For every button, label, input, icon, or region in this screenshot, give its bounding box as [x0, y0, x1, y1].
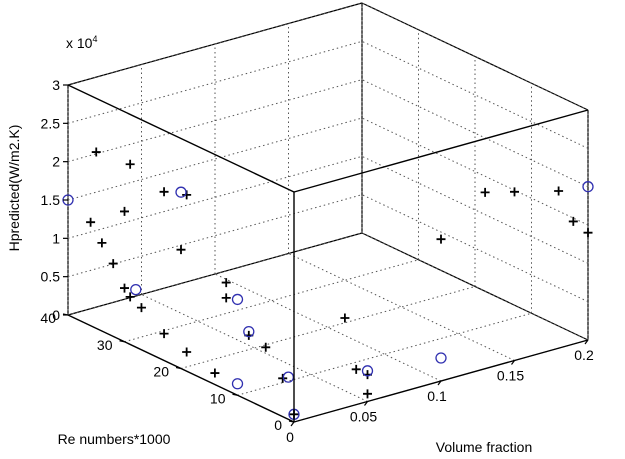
exponent-label: x 104 — [66, 34, 97, 51]
box-front-edge — [293, 109, 589, 193]
z-axis-label: Hpredicted(W/m2.K) — [6, 125, 22, 252]
z-tick-label: 1.5 — [41, 192, 61, 208]
y-tick — [175, 366, 182, 370]
data-point-plus — [91, 147, 101, 157]
grid-line — [67, 2, 363, 86]
data-point-plus — [176, 245, 186, 255]
data-point-plus — [278, 373, 288, 383]
x-tick — [364, 401, 368, 406]
x-tick — [290, 421, 295, 427]
grid-line — [67, 232, 363, 316]
data-point-circle — [231, 293, 244, 306]
x-axis-label: Volume fraction — [436, 439, 533, 455]
z-tick-label: 0.5 — [41, 269, 61, 285]
x-tick — [584, 339, 589, 345]
data-point-plus — [108, 259, 118, 269]
grid-line — [361, 194, 589, 303]
grid-line — [67, 155, 363, 239]
data-point-plus — [210, 368, 220, 378]
y-tick-label: 10 — [210, 390, 226, 406]
z-tick-label: 2.5 — [41, 115, 61, 131]
data-point-plus — [221, 278, 231, 288]
data-point-plus — [182, 347, 192, 357]
box-front — [62, 84, 589, 427]
grid-line — [237, 312, 532, 396]
grid-line — [180, 286, 476, 369]
z-tick-label: 3 — [52, 77, 60, 93]
grid-lines — [67, 2, 589, 423]
data-point-plus — [436, 234, 446, 244]
y-tick — [232, 393, 238, 396]
x-tick-label: 0.1 — [427, 388, 447, 404]
data-point-plus — [510, 187, 519, 197]
box-back — [67, 2, 589, 341]
data-point-plus — [182, 190, 192, 200]
grid-line — [288, 253, 515, 361]
grid-line — [361, 155, 589, 264]
grid-line — [361, 79, 589, 188]
data-point-plus — [159, 187, 169, 197]
grid-line — [124, 259, 419, 343]
box-front-edge — [67, 84, 295, 193]
data-point-plus — [125, 159, 135, 169]
data-point-plus — [340, 313, 350, 323]
grid-line — [141, 294, 368, 402]
data-point-plus — [351, 364, 361, 374]
data-point-circle — [282, 371, 295, 383]
x-tick — [437, 380, 442, 386]
data-point-plus — [136, 303, 146, 313]
data-point-plus — [363, 389, 372, 399]
y-tick-label: 0 — [274, 417, 282, 433]
grid-line — [67, 117, 363, 201]
data-point-circle — [361, 365, 374, 377]
grid-line — [67, 40, 363, 124]
z-tick-label: 2 — [52, 154, 60, 170]
data-point-plus — [97, 238, 107, 248]
y-tick-label: 40 — [40, 310, 56, 326]
exponent-power: 4 — [92, 34, 97, 44]
data-point-plus — [221, 293, 231, 303]
data-point-circle — [175, 186, 187, 198]
data-point-circle — [243, 325, 255, 338]
data-point-plus — [583, 228, 593, 238]
y-tick — [119, 340, 125, 343]
y-tick-label: 20 — [153, 364, 169, 380]
data-point-plus — [568, 216, 578, 226]
x-tick-label: 0 — [286, 429, 294, 445]
data-point-plus — [554, 186, 564, 196]
data-point-plus — [120, 283, 129, 293]
data-point-plus — [261, 342, 271, 352]
data-point-circle — [435, 352, 447, 364]
data-point-plus — [120, 206, 129, 216]
x-tick-label: 0.05 — [350, 409, 377, 425]
y-axis-label: Re numbers*1000 — [58, 431, 171, 447]
x-tick-label: 0.2 — [574, 347, 594, 363]
grid-line — [361, 2, 589, 111]
grid-line — [361, 232, 589, 341]
data-point-circle — [582, 181, 594, 193]
z-tick-label: 1 — [52, 230, 60, 246]
x-tick — [511, 360, 515, 365]
grid-line — [361, 117, 589, 226]
data-point-plus — [159, 329, 169, 339]
y-tick-label: 30 — [97, 337, 113, 353]
grid-line — [361, 40, 589, 149]
grid-line — [67, 79, 363, 163]
data-point-plus — [86, 217, 96, 227]
data-point-plus — [125, 292, 135, 302]
data-point-circle — [130, 283, 142, 296]
data-point-circle — [231, 378, 244, 390]
series-marks — [62, 147, 594, 420]
grid-line — [214, 273, 442, 382]
z-tick-label: 0 — [52, 307, 60, 323]
y-tick — [288, 420, 295, 423]
data-point-plus — [480, 187, 490, 197]
x-tick-label: 0.15 — [497, 368, 524, 384]
